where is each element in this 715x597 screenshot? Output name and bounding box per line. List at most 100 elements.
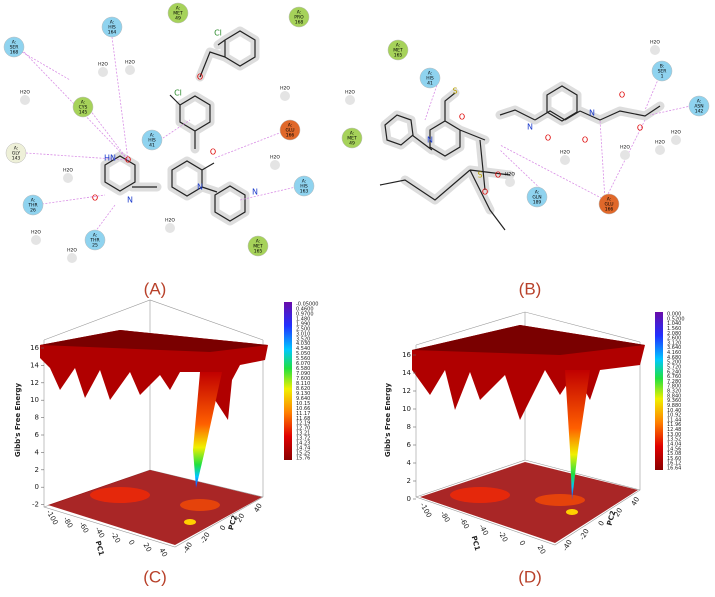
colorbar-label: 2.080 [667, 331, 681, 337]
residue-number: 165 [254, 249, 263, 255]
residue-name: ASN [694, 104, 703, 110]
x-tick-label: 0 [127, 539, 136, 547]
z-tick-label: -2 [32, 501, 39, 509]
z-axis-title: Gibb's Free Energy [384, 382, 392, 457]
water-node [270, 160, 280, 170]
water-node [505, 177, 515, 187]
colorbar-label: 5.050 [296, 351, 310, 357]
residue-number: 168 [295, 20, 304, 26]
water-label: H2O [31, 230, 41, 236]
residue-number: 164 [108, 30, 117, 36]
colorbar-label: 10.66 [296, 406, 310, 412]
molecule-a [21, 26, 301, 233]
residue-number: 142 [695, 109, 704, 115]
colorbar-label: 3.520 [296, 336, 310, 342]
y-tick-label: -40 [181, 541, 194, 555]
water-label: H2O [671, 130, 681, 136]
colorbar-label: 13.21 [296, 431, 310, 437]
residue-node [688, 95, 710, 117]
colorbar-label: 1.560 [667, 326, 681, 332]
residue-name: SER [658, 69, 667, 75]
y-tick-label: 0 [597, 520, 606, 528]
atom-label: N [197, 183, 203, 192]
colorbar-label: 14.56 [667, 446, 681, 452]
colorbar-label: 5.720 [667, 364, 681, 370]
x-tick-label: -20 [496, 530, 509, 544]
residue-number: 1 [661, 74, 664, 80]
water-node [67, 253, 77, 263]
colorbar-label: 3.010 [296, 331, 310, 337]
x-tick-label: -40 [93, 526, 106, 540]
z-axis-title: Gibb's Free Energy [14, 382, 22, 457]
colorbar-label: 6.240 [667, 369, 681, 375]
water-node [620, 150, 630, 160]
water-label: H2O [280, 86, 290, 92]
water-label: H2O [125, 60, 135, 66]
molecule-b [379, 74, 696, 231]
colorbar-label: 8.620 [296, 386, 310, 392]
colorbar-label: 6.070 [296, 361, 310, 367]
residue-name: MET [347, 136, 357, 142]
atom-label: O [619, 91, 625, 100]
y-tick-label: 20 [235, 512, 246, 524]
z-tick-label: 2 [407, 477, 411, 485]
residue-name: MET [393, 48, 403, 54]
water-node [655, 145, 665, 155]
atom-label: Cl [214, 29, 222, 38]
y-tick-label: -20 [578, 528, 591, 542]
colorbar-label: 11.68 [296, 416, 310, 422]
atom-label: O [545, 134, 551, 143]
colorbar-label: 0.5200 [667, 316, 685, 322]
x-axis-title: PC1 [470, 535, 482, 552]
residue-name: CYS [79, 105, 88, 111]
residue-number: 143 [12, 156, 21, 162]
residue-number: 166 [286, 133, 295, 139]
water-label: H2O [98, 62, 108, 68]
colorbar-label: 2.600 [667, 336, 681, 342]
colorbar-label: 15.76 [296, 456, 310, 462]
atom-label: N [527, 123, 533, 132]
residue-number: 49 [349, 141, 355, 147]
residue-number: 41 [149, 143, 155, 149]
residue-name: THR [27, 203, 37, 209]
x-axis-title: PC1 [94, 540, 106, 557]
residue-number: 165 [394, 53, 403, 59]
colorbar-label: 12.19 [296, 421, 310, 427]
water-label: H2O [67, 248, 77, 254]
residue-chain: A: [607, 197, 612, 203]
residue-chain: A: [288, 123, 293, 129]
atom-label: N [589, 109, 595, 118]
colorbar-label: 4.680 [667, 355, 681, 361]
colorbar-label: 1.480 [296, 316, 310, 322]
panel-label: (B) [519, 279, 542, 298]
residue-node [101, 16, 123, 38]
residue-chain: A: [93, 233, 98, 239]
x-tick-label: 20 [141, 542, 152, 554]
water-label: H2O [650, 40, 660, 46]
residue-node [598, 193, 620, 215]
residue-name: MET [173, 11, 183, 17]
colorbar-label: 15.60 [667, 456, 681, 462]
atom-label: O [210, 148, 216, 157]
residue-name: GLU [604, 202, 613, 208]
residue-number: 145 [79, 110, 88, 116]
water-node [280, 91, 290, 101]
water-label: H2O [20, 90, 30, 96]
atom-label: O [482, 188, 488, 197]
residue-chain: A: [81, 100, 86, 106]
colorbar-label: 7.090 [296, 371, 310, 377]
atom-label: O [197, 73, 203, 82]
z-tick-label: 0 [35, 483, 39, 491]
z-tick-label: 4 [35, 448, 40, 456]
residue-node [288, 6, 310, 28]
residue-node [141, 129, 163, 151]
residue-number: 26 [30, 208, 36, 214]
water-label: H2O [505, 172, 515, 178]
residue-name: SER [10, 45, 19, 51]
residue-node [419, 67, 441, 89]
